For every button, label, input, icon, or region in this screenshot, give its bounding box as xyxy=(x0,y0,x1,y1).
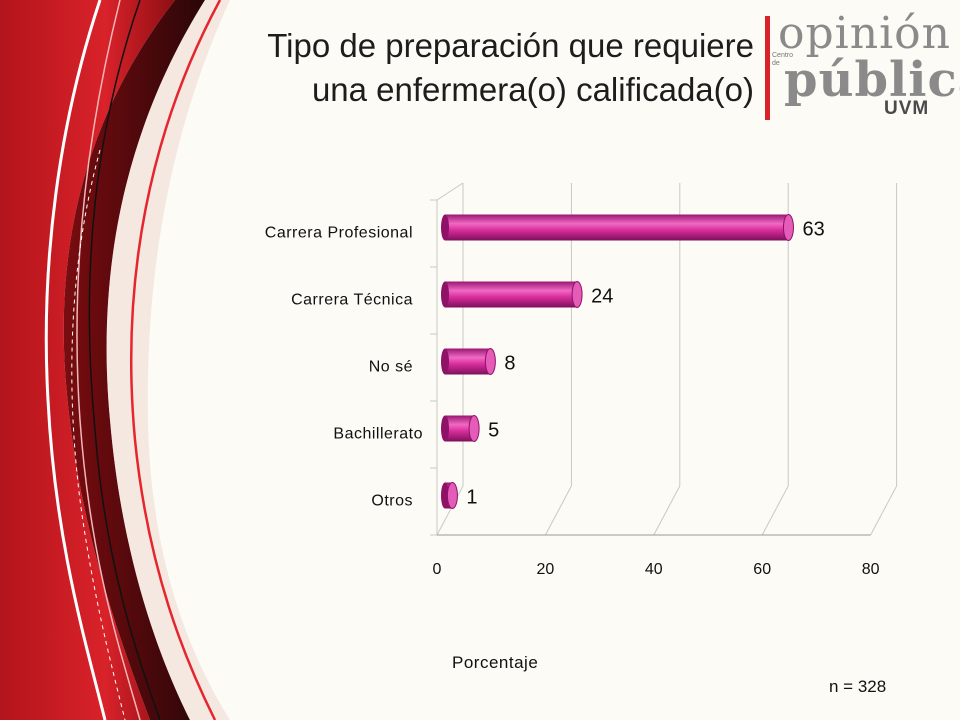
category-label-2: No sé xyxy=(369,359,413,376)
floor-gridline-0 xyxy=(436,485,464,536)
floor-gridline-3 xyxy=(761,485,789,536)
data-label-3: 5 xyxy=(488,420,499,442)
chart-title: Tipo de preparación que requiere una enf… xyxy=(114,24,754,112)
bar-start-cap-1 xyxy=(441,281,449,308)
x-tick-label-3: 60 xyxy=(753,561,771,578)
bar-start-cap-3 xyxy=(441,415,449,442)
floor-gridline-2 xyxy=(653,485,681,536)
bar-end-cap-4 xyxy=(446,482,458,509)
logo-word-publica: pública xyxy=(784,52,960,108)
y-axis-top-edge xyxy=(436,182,464,201)
category-label-1: Carrera Técnica xyxy=(291,292,413,309)
data-label-4: 1 xyxy=(466,487,477,509)
bar-1 xyxy=(441,281,583,308)
category-label-3: Bachillerato xyxy=(333,426,423,443)
logo-word-uvm: UVM xyxy=(884,98,930,119)
category-label-4: Otros xyxy=(371,493,413,510)
chart-title-line-2: una enfermera(o) calificada(o) xyxy=(311,71,754,108)
x-tick-label-0: 0 xyxy=(433,561,442,578)
category-labels: Carrera Profesional Carrera Técnica No sé B… xyxy=(265,225,423,510)
bar-2 xyxy=(441,348,496,375)
bar-end-cap-3 xyxy=(468,415,480,442)
bar-end-cap-0 xyxy=(782,214,794,241)
x-tick-label-1: 20 xyxy=(537,561,555,578)
logo-tag: Centro de xyxy=(772,52,794,67)
bar-end-cap-1 xyxy=(571,281,583,308)
logo-word-opinion: opinión xyxy=(778,8,951,59)
data-label-2: 8 xyxy=(504,353,515,375)
bar-4 xyxy=(441,482,458,509)
data-label-1: 24 xyxy=(591,286,613,308)
bar-start-cap-4 xyxy=(441,482,449,509)
floor-gridline-4 xyxy=(870,485,898,536)
data-label-0: 63 xyxy=(802,219,824,241)
chart-title-line-1: Tipo de preparación que requiere xyxy=(267,27,754,64)
bar-start-cap-0 xyxy=(441,214,449,241)
opinion-publica-uvm-logo: opinión Centro de pública UVM xyxy=(762,8,960,122)
x-axis-label: Porcentaje xyxy=(452,653,539,672)
bar-0 xyxy=(441,214,794,241)
bar-body-1 xyxy=(445,281,578,308)
x-tick-label-4: 80 xyxy=(862,561,880,578)
bars: 63 24 8 5 1 xyxy=(441,214,825,509)
bar-body-0 xyxy=(445,214,789,241)
category-label-0: Carrera Profesional xyxy=(265,225,413,242)
bar-3 xyxy=(441,415,480,442)
floor-gridline-1 xyxy=(544,485,572,536)
x-tick-label-2: 40 xyxy=(645,561,663,578)
logo-accent-bar xyxy=(765,16,770,120)
x-tick-labels: 0 20 40 60 80 xyxy=(433,561,880,578)
bar-end-cap-2 xyxy=(484,348,496,375)
bar-start-cap-2 xyxy=(441,348,449,375)
bar-body-2 xyxy=(445,348,491,375)
sample-size-note: n = 328 xyxy=(829,677,887,696)
